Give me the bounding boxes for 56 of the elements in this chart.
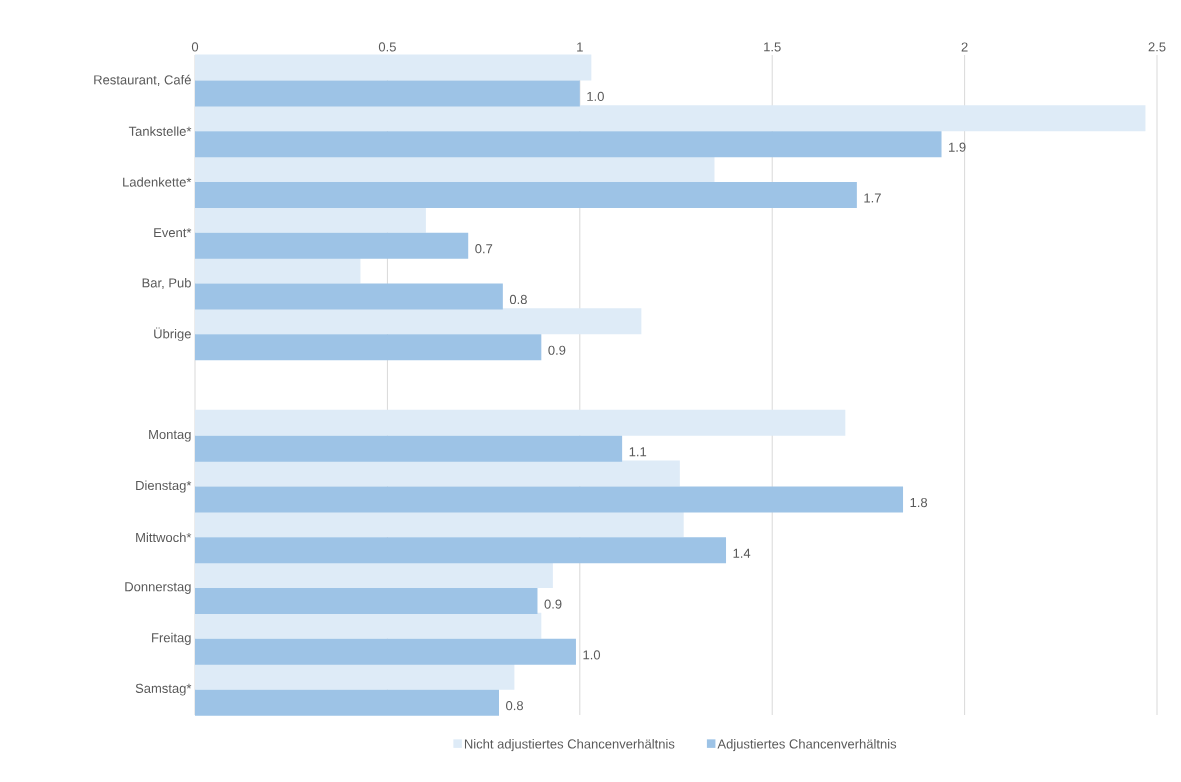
bar [195, 181, 857, 208]
legend-label: Adjustiertes Chancenverhältnis [717, 739, 897, 752]
y-tick-label: Bar, Pub [142, 277, 191, 290]
bar [195, 105, 1146, 132]
x-tick-label: 0.5 [378, 42, 396, 52]
y-tick-label: Freitag [152, 632, 191, 645]
bar [195, 131, 942, 158]
bar [195, 562, 553, 589]
bar [195, 511, 684, 538]
bar [195, 486, 904, 513]
data-label: 1.1 [629, 447, 647, 457]
data-label: 1.0 [583, 650, 601, 660]
y-tick-label: Samstag* [135, 683, 192, 696]
data-label: 1.7 [864, 193, 881, 203]
y-tick-label: Donnerstag [125, 582, 191, 594]
data-label: 0.8 [509, 294, 527, 305]
bar [195, 257, 361, 284]
data-label: 0.7 [475, 244, 493, 254]
data-label: 1.0 [587, 91, 604, 101]
y-tick-label: Dienstag* [136, 480, 192, 493]
data-label: 0.8 [506, 701, 524, 711]
bar [195, 460, 680, 487]
bar [195, 537, 727, 564]
bar [195, 689, 499, 716]
data-label: 1.4 [733, 548, 751, 558]
bar [195, 232, 469, 259]
bar [195, 435, 623, 462]
y-tick-label: Übrige [154, 327, 191, 342]
bar [195, 588, 538, 615]
bar [195, 638, 576, 665]
legend-label: Nicht adjustiertes Chancenverhältnis [464, 739, 675, 752]
x-tick-label: 2.5 [1148, 42, 1166, 52]
x-tick-label: 0 [191, 42, 199, 52]
y-tick-label: Montag [149, 429, 191, 442]
y-tick-label: Mittwoch* [136, 532, 192, 543]
y-tick-label: Tankstelle* [128, 126, 192, 136]
data-label: 0.9 [548, 345, 566, 355]
bar [195, 334, 542, 361]
bar [195, 283, 503, 310]
x-tick-label: 1.5 [764, 42, 781, 52]
y-tick-label: Event* [154, 228, 192, 238]
data-label: 1.8 [910, 497, 928, 508]
data-label: 1.9 [949, 142, 966, 152]
bar [195, 80, 580, 107]
bar [195, 409, 846, 436]
bar [195, 308, 642, 335]
x-tick-label: 2 [961, 42, 968, 52]
bar [195, 155, 715, 182]
bar [195, 612, 542, 639]
bar [195, 663, 515, 690]
y-tick-label: Restaurant, Café [94, 74, 191, 86]
y-tick-label: Ladenkette* [123, 177, 192, 187]
bar [195, 54, 592, 81]
bar [195, 206, 426, 233]
x-tick-label: 1 [577, 42, 583, 52]
data-label: 0.9 [544, 599, 562, 609]
